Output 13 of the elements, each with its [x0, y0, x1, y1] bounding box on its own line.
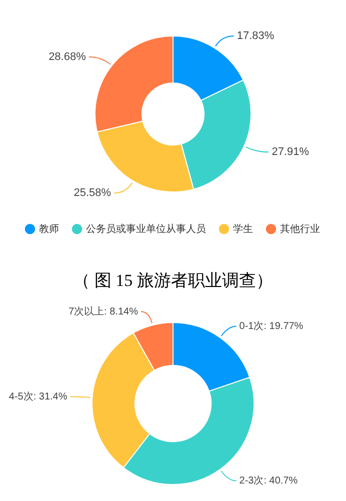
- legend-label: 学生: [233, 222, 253, 235]
- slice-label: 2-3次: 40.7%: [239, 476, 298, 487]
- data-label: 27.91%: [272, 146, 310, 158]
- data-label: 17.83%: [236, 30, 274, 42]
- text: （ 图 15 旅游者职业调查）: [72, 270, 274, 292]
- legend-label: 公务员或事业单位从事人员: [86, 222, 206, 235]
- data-label: 28.68%: [48, 50, 86, 63]
- slice-label: 7次以上: 8.14%: [68, 305, 138, 318]
- slice-label: 0-1次: 19.77%: [239, 320, 304, 332]
- slice-label: 4-5次: 31.4%: [8, 391, 68, 402]
- legend-label: 其他行业: [280, 222, 320, 235]
- legend-label: 教师: [39, 224, 59, 235]
- data-label: 25.58%: [74, 187, 112, 200]
